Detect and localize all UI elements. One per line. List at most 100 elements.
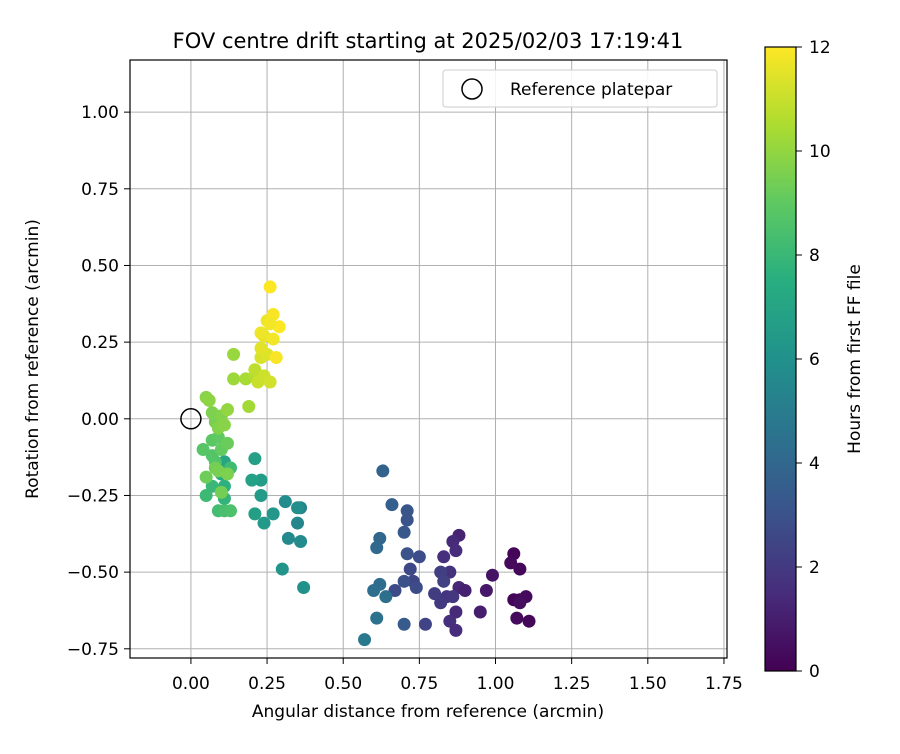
- data-point: [254, 341, 268, 355]
- y-axis-label: Rotation from reference (arcmin): [23, 219, 43, 499]
- data-point: [220, 467, 234, 481]
- x-tick-label: 0.50: [324, 674, 362, 694]
- data-point: [388, 584, 402, 598]
- data-point: [485, 568, 499, 582]
- data-point: [400, 547, 414, 561]
- data-point: [199, 470, 213, 484]
- data-point: [428, 587, 442, 601]
- data-point: [211, 430, 225, 444]
- data-points: [196, 280, 536, 647]
- legend-label: Reference platepar: [510, 80, 672, 100]
- x-tick-label: 1.25: [553, 674, 591, 694]
- y-tick-label: −0.50: [67, 563, 119, 583]
- data-point: [473, 605, 487, 619]
- legend-box: [442, 69, 718, 108]
- reference-marker-layer: [180, 408, 202, 430]
- y-tick-label: 0.50: [81, 256, 119, 276]
- data-point: [248, 507, 262, 521]
- data-point: [294, 534, 308, 548]
- data-point: [214, 485, 228, 499]
- x-axis-label: Angular distance from reference (arcmin): [252, 702, 604, 722]
- data-point: [199, 488, 213, 502]
- data-point: [205, 449, 219, 463]
- colorbar-tick-label: 0: [809, 662, 820, 682]
- x-tick-label: 1.75: [705, 674, 743, 694]
- data-point: [202, 393, 216, 407]
- grid-lines: [130, 60, 727, 658]
- x-tick-label: 1.00: [477, 674, 515, 694]
- data-point: [446, 590, 460, 604]
- y-axis-ticks: −0.75 −0.50 −0.25 0.00 0.25 0.50 0.75 1.00: [67, 103, 130, 660]
- data-point: [443, 565, 457, 579]
- data-point: [227, 347, 241, 361]
- data-point: [379, 590, 393, 604]
- data-point: [281, 531, 295, 545]
- data-point: [254, 488, 268, 502]
- data-point: [513, 562, 527, 576]
- y-tick-label: −0.75: [67, 640, 119, 660]
- data-point: [266, 507, 280, 521]
- data-point: [504, 556, 518, 570]
- data-point: [254, 473, 268, 487]
- data-point: [403, 562, 417, 576]
- data-point: [217, 418, 231, 432]
- colorbar-gradient: [764, 46, 797, 672]
- data-point: [248, 363, 262, 377]
- data-point: [254, 326, 268, 340]
- colorbar-tick-label: 12: [809, 38, 831, 58]
- y-tick-label: 0.25: [81, 333, 119, 353]
- data-point: [412, 550, 426, 564]
- data-point: [242, 400, 256, 414]
- data-point: [263, 375, 277, 389]
- data-point: [263, 280, 277, 294]
- data-point: [400, 513, 414, 527]
- colorbar-tick-label: 6: [809, 350, 820, 370]
- data-point: [449, 544, 463, 558]
- data-point: [224, 504, 238, 518]
- data-point: [367, 584, 381, 598]
- data-point: [449, 623, 463, 637]
- data-point: [257, 516, 271, 530]
- legend: Reference platepar: [442, 69, 718, 108]
- colorbar-tick-label: 8: [809, 246, 820, 266]
- data-point: [278, 495, 292, 509]
- data-point: [522, 614, 536, 628]
- data-point: [400, 504, 414, 518]
- x-tick-label: 0.00: [172, 674, 210, 694]
- data-point: [397, 574, 411, 588]
- data-point: [275, 562, 289, 576]
- data-point: [248, 452, 262, 466]
- data-point: [297, 580, 311, 594]
- data-point: [205, 479, 219, 493]
- data-point: [479, 584, 493, 598]
- x-axis-ticks: 0.00 0.25 0.50 0.75 1.00 1.25 1.50 1.75: [172, 658, 743, 694]
- data-point: [291, 501, 305, 515]
- data-point: [227, 372, 241, 386]
- data-point: [245, 473, 259, 487]
- legend-marker-icon: [461, 78, 483, 100]
- y-tick-label: 0.00: [81, 410, 119, 430]
- colorbar-tick-label: 4: [809, 454, 820, 474]
- y-tick-label: 0.75: [81, 180, 119, 200]
- colorbar-tick-label: 10: [809, 142, 831, 162]
- data-point: [443, 614, 457, 628]
- data-point: [376, 464, 390, 478]
- data-point: [266, 332, 280, 346]
- axes-frame: [129, 59, 728, 659]
- data-point: [385, 498, 399, 512]
- data-point: [510, 611, 524, 625]
- data-point: [291, 516, 305, 530]
- data-point: [449, 605, 463, 619]
- colorbar-label: Hours from first FF file: [845, 264, 865, 454]
- data-point: [370, 611, 384, 625]
- x-tick-label: 0.75: [400, 674, 438, 694]
- data-point: [434, 596, 448, 610]
- data-point: [263, 317, 277, 331]
- data-point: [409, 580, 423, 594]
- data-point: [370, 541, 384, 555]
- data-point: [437, 550, 451, 564]
- data-point: [513, 596, 527, 610]
- data-point: [397, 525, 411, 539]
